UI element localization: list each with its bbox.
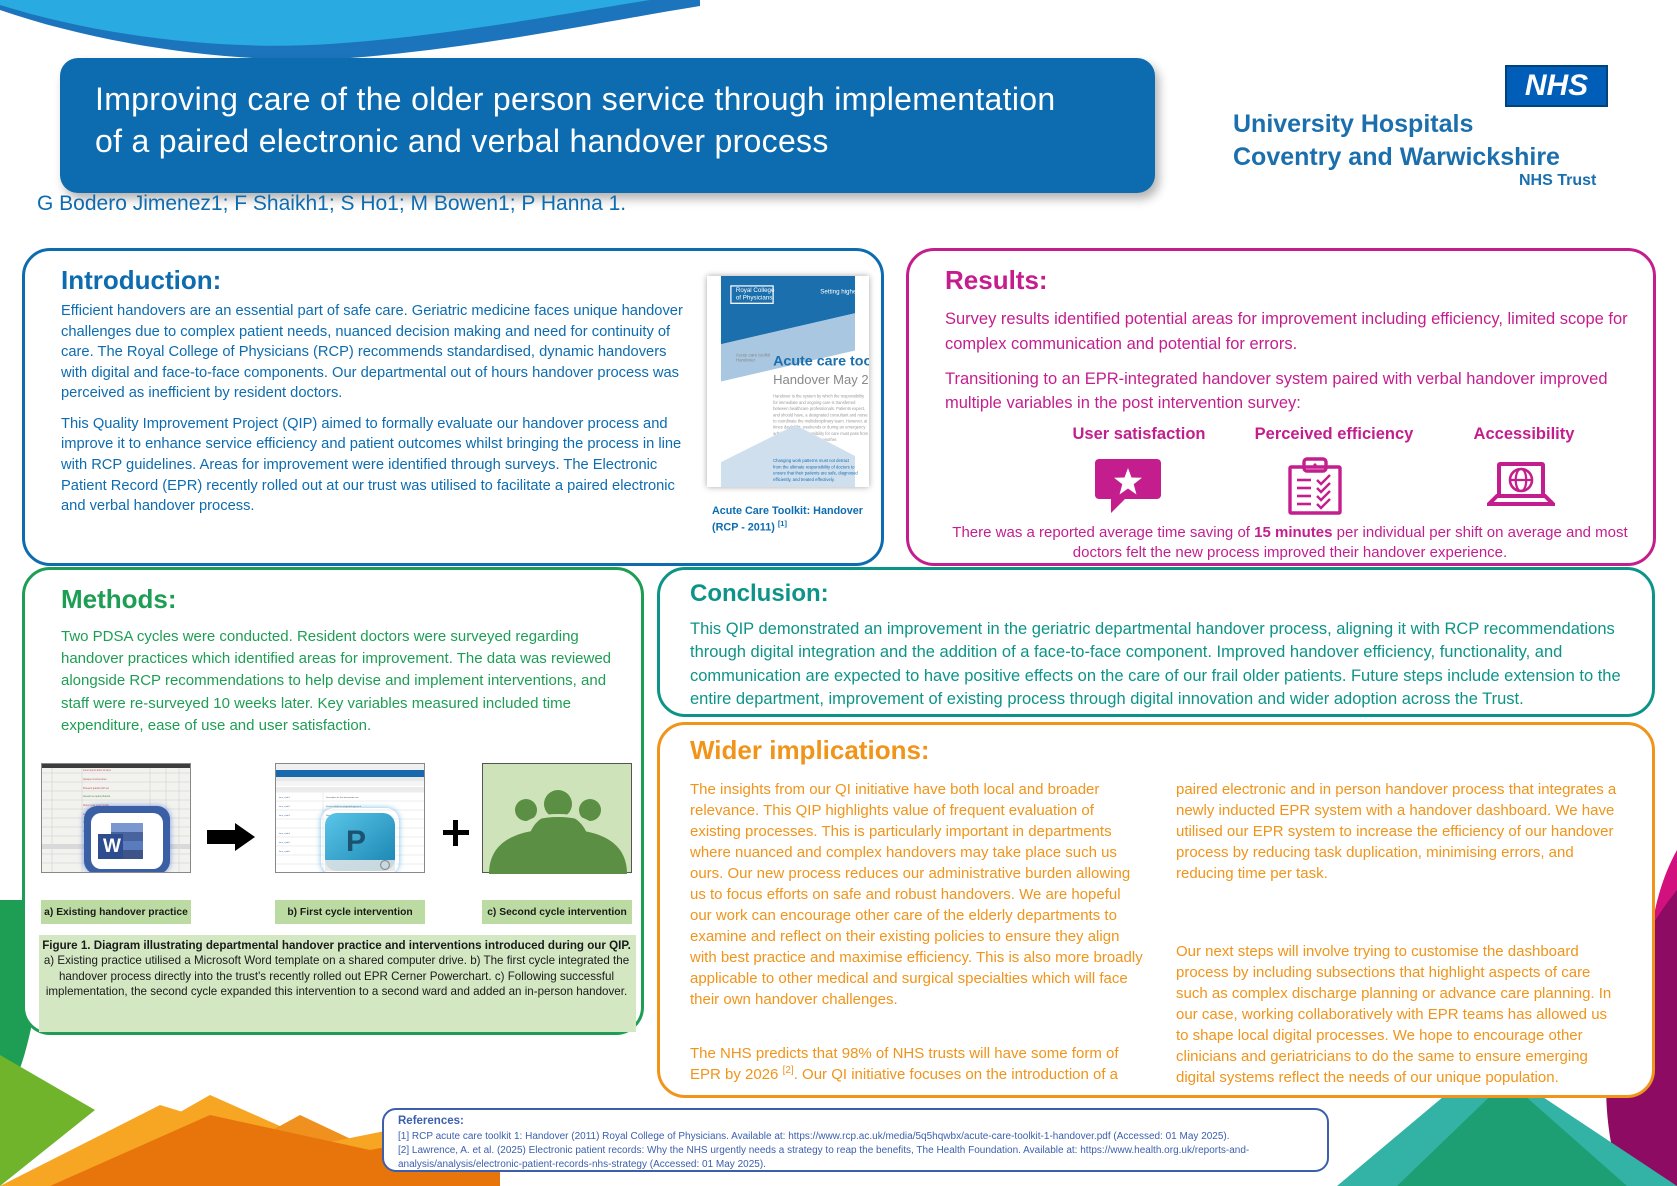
svg-text:Handover is the system by whic: Handover is the system by which the resp… [773,394,865,399]
svg-text:of Physicians: of Physicians [736,295,772,302]
svg-text:Description for first interven: Description for first intervention row [326,796,359,799]
svg-text:P: P [346,825,366,858]
svg-text:between healthcare professiona: between healthcare professionals. Patien… [773,406,865,411]
svg-text:ensure that their patients are: ensure that their patients are safe, dia… [773,471,858,476]
svg-text:item_code3: item_code3 [279,814,291,817]
svg-text:item_code6: item_code6 [279,850,291,853]
svg-text:item_code1: item_code1 [279,796,291,799]
svg-text:Changing work patterns must no: Changing work patterns must not detract [773,458,850,463]
svg-text:for immediate and ongoing care: for immediate and ongoing care is transf… [773,400,855,405]
svg-text:from the ultimate responsibili: from the ultimate responsibility of doct… [773,464,855,469]
svg-text:W: W [103,836,121,857]
svg-text:Praesent gravida nibh vel: Praesent gravida nibh vel [83,787,109,790]
svg-text:times day/night, weekends or d: times day/night, weekends or during an e… [773,425,866,430]
svg-text:item_code2: item_code2 [279,805,291,808]
svg-text:item_code5: item_code5 [279,841,291,844]
svg-text:Lorem ipsum dolor sit amet: Lorem ipsum dolor sit amet [83,769,111,772]
svg-text:efficiently, and treated effec: efficiently, and treated effectively. [773,477,835,482]
svg-text:Aenean leo quam pharetra: Aenean leo quam pharetra [83,795,111,798]
svg-text:item_code4: item_code4 [279,832,291,835]
svg-text:Royal College: Royal College [736,287,775,294]
svg-text:Handover May 2011: Handover May 2011 [773,372,869,387]
svg-text:and should have, a designated: and should have, a designated consultant… [773,412,868,417]
svg-text:to coordinate the multidiscipl: to coordinate the multidisciplinary team… [773,418,868,423]
svg-text:Acute care toolkit 1: Acute care toolkit 1 [773,353,869,369]
svg-text:Quisque in lectus amet: Quisque in lectus amet [83,778,107,781]
svg-text:Handover: Handover [736,358,756,363]
svg-text:Setting higher standards: Setting higher standards [820,288,869,295]
